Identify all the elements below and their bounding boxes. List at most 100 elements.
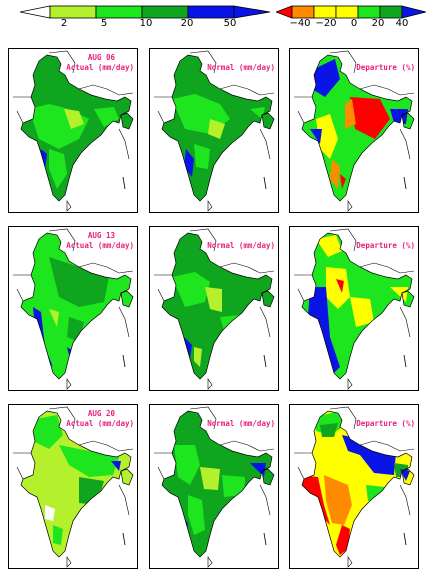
border-line (359, 262, 415, 274)
sri-lanka (347, 378, 353, 390)
panel-date: AUG 06 (87, 53, 115, 62)
panel-title: Departure (%) (356, 63, 415, 72)
india-outline (20, 410, 132, 558)
ne-outline (261, 468, 275, 486)
india-map (13, 50, 134, 212)
map-panel-departure-row1: Departure (%) (289, 48, 419, 213)
sri-lanka (66, 556, 72, 568)
india-map (294, 228, 415, 390)
coast-line (399, 484, 411, 516)
india-map (294, 50, 415, 212)
india-outline (301, 410, 413, 558)
border-line (329, 50, 357, 74)
border-line (294, 96, 312, 124)
island-line (122, 176, 126, 190)
coast-line (118, 484, 130, 516)
coast-line (118, 128, 130, 160)
coast-line (259, 306, 271, 338)
dep-seg-green (357, 5, 381, 19)
border-line (329, 406, 357, 430)
island-line (403, 354, 407, 368)
ne-outline (261, 112, 275, 130)
panel-title: Normal (mm/day) (207, 419, 275, 428)
colorbar-low-arrow (20, 5, 51, 19)
border-line (189, 50, 217, 74)
colorbar-seg-5-10 (95, 5, 143, 19)
border-line (48, 228, 76, 252)
panel-title: Departure (%) (356, 241, 415, 250)
colorbar-seg-20-50 (187, 5, 235, 19)
coast-line (399, 128, 411, 160)
india-map (154, 406, 275, 568)
border-line (294, 274, 312, 302)
colorbar-seg-10-20 (141, 5, 189, 19)
map-panel-normal-row3: Normal (mm/day) (149, 404, 279, 569)
island-line (122, 354, 126, 368)
map-panel-actual-row1: AUG 06 Actual (mm/day) (8, 48, 138, 213)
colorbar-high-arrow (401, 5, 426, 19)
coast-line (259, 128, 271, 160)
panel-date: AUG 13 (87, 231, 115, 240)
sri-lanka (347, 200, 353, 212)
rain-tick: 2 (60, 18, 68, 29)
dep-seg-yellow2 (335, 5, 359, 19)
border-line (13, 274, 31, 302)
india-outline (161, 410, 273, 558)
island-line (263, 532, 267, 546)
border-line (78, 84, 134, 96)
ne-outline (401, 112, 415, 130)
border-line (48, 50, 76, 74)
map-panel-normal-row1: Normal (mm/day) (149, 48, 279, 213)
border-line (189, 406, 217, 430)
border-line (329, 228, 357, 252)
border-line (78, 262, 134, 274)
panel-title: Actual (mm/day) (66, 419, 134, 428)
sri-lanka (66, 200, 72, 212)
rainfall-colorbar (20, 5, 270, 19)
sri-lanka (207, 378, 213, 390)
island-line (263, 176, 267, 190)
border-line (154, 96, 172, 124)
india-map (154, 228, 275, 390)
india-outline (20, 54, 132, 202)
map-panel-departure-row2: Departure (%) (289, 226, 419, 391)
map-panel-normal-row2: Normal (mm/day) (149, 226, 279, 391)
border-line (154, 274, 172, 302)
border-line (189, 228, 217, 252)
dep-tick: 40 (395, 18, 409, 29)
dep-seg-yellow (313, 5, 337, 19)
colorbar-seg-2-5 (49, 5, 97, 19)
coast-line (118, 306, 130, 338)
dep-tick: −40 (289, 18, 311, 29)
border-line (219, 440, 275, 452)
island-line (263, 354, 267, 368)
colorbar-high-arrow (233, 5, 270, 19)
india-map (154, 50, 275, 212)
island-line (403, 176, 407, 190)
rain-tick: 50 (223, 18, 237, 29)
border-line (219, 84, 275, 96)
rain-tick: 10 (139, 18, 153, 29)
india-outline (301, 232, 413, 380)
ne-outline (261, 290, 275, 308)
border-line (13, 96, 31, 124)
sri-lanka (66, 378, 72, 390)
departure-colorbar (276, 5, 426, 19)
panel-title: Normal (mm/day) (207, 241, 275, 250)
border-line (294, 452, 312, 480)
panel-title: Departure (%) (356, 419, 415, 428)
map-panel-actual-row3: AUG 20 Actual (mm/day) (8, 404, 138, 569)
ne-outline (120, 290, 134, 308)
island-line (403, 532, 407, 546)
map-panel-actual-row2: AUG 13 Actual (mm/day) (8, 226, 138, 391)
island-line (122, 532, 126, 546)
panel-title: Actual (mm/day) (66, 63, 134, 72)
border-line (154, 452, 172, 480)
rain-tick: 20 (180, 18, 194, 29)
panel-date: AUG 20 (87, 409, 115, 418)
india-map (13, 228, 134, 390)
border-line (48, 406, 76, 430)
coast-line (259, 484, 271, 516)
border-line (13, 452, 31, 480)
border-line (359, 440, 415, 452)
